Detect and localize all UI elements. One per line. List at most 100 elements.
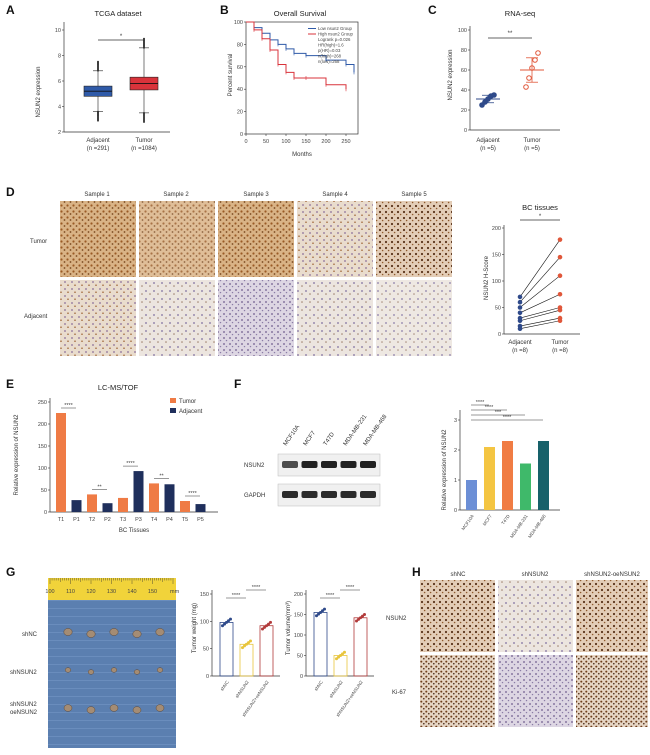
tumor-sample (109, 628, 119, 636)
panel-f-ylabel: Relative expression of NSUN2 (442, 429, 448, 511)
bar-label-t3: T3 (120, 517, 126, 523)
ihc-h-ki67-oe (576, 655, 648, 727)
panel-label-a: A (6, 3, 15, 17)
bar-sig: **** (126, 461, 135, 467)
bar-sig: ** (97, 484, 102, 490)
panel-c-y-tick-label: 40 (461, 88, 467, 94)
bar-point (319, 610, 322, 614)
panel-d-ihc-grid: Sample 1 Sample 2 Sample 3 Sample 4 Samp… (24, 192, 452, 356)
panel-d-plot-title: BC tissues (522, 203, 558, 212)
tumor-sample (132, 630, 142, 638)
dot-point (532, 57, 538, 63)
panel-e-legend-swatch-tumor (170, 398, 176, 403)
panel-g-y-tick-label: 150 (200, 592, 209, 598)
panel-c-n-1: (n =5) (480, 146, 496, 152)
panel-b-y-tick-label: 40 (237, 87, 243, 93)
ihc-image-tumor-1 (60, 201, 136, 277)
paired-point-adjacent (517, 318, 523, 324)
panel-c-y-tick-label: 0 (464, 128, 467, 134)
ihc-image-adjacent-1 (60, 280, 136, 356)
panel-g-row-shnsun2-oe-2: oeNSUN2 (10, 710, 38, 716)
panel-g-y-tick-label: 100 (294, 633, 303, 639)
bar-shnc (313, 612, 328, 677)
panel-c-y-tick-label: 60 (461, 68, 467, 74)
bar-shnc (219, 622, 234, 677)
panel-d-y-tick-label: 100 (492, 279, 501, 285)
km-legend-entry: Logrank p=0.026 (318, 37, 351, 42)
panel-d-plot-n-1: (n =8) (512, 348, 528, 354)
bar-t3 (118, 497, 128, 512)
blot-band-nsun2 (321, 461, 337, 468)
bar-shnsun2+oensun2 (259, 625, 274, 677)
panel-c-y-tick-label: 100 (458, 28, 467, 34)
bar-label-mda-mb-231: MDA-MB-231 (509, 513, 529, 539)
panel-d-row-adjacent: Adjacent (24, 314, 48, 320)
panel-a-title: TCGA dataset (94, 9, 142, 18)
panel-a-y-tick-label: 6 (58, 79, 61, 85)
panel-f-cell-1: MCF10A (283, 424, 301, 447)
bar-p5 (195, 504, 206, 512)
panel-g-y-tick-label: 50 (203, 647, 209, 653)
bar-label-p1: P1 (73, 517, 80, 523)
ihc-image-tumor-2 (139, 201, 215, 277)
ihc-image-adjacent-2 (139, 280, 215, 356)
box-outlier (143, 37, 145, 40)
bar-shnsun2+oensun2 (353, 617, 368, 677)
panel-c-sig: ** (508, 31, 513, 37)
dot-point (491, 92, 497, 98)
bar-sig: **** (252, 585, 261, 591)
paired-point-adjacent (517, 310, 523, 316)
panel-b-title: Overall Survival (274, 9, 327, 18)
panel-h-col-3: shNSUN2-oeNSUN2 (584, 572, 640, 578)
bar-p4 (164, 484, 175, 512)
bar-point (335, 657, 338, 661)
bar-point (323, 607, 326, 611)
panel-a-y-tick-label: 2 (58, 130, 61, 136)
panel-c-dotplot: RNA-seq NSUN2 expression 0 20 40 60 80 100 **… (448, 9, 560, 152)
panel-g-volume-ylabel: Tumor volume(mm³) (286, 601, 292, 655)
blot-band-gapdh (340, 491, 357, 498)
bar-point (357, 617, 360, 621)
km-legend-entry: n(high)=268 (318, 54, 342, 59)
panel-b-y-tick-label: 80 (237, 42, 243, 48)
panel-e-xlabel: BC Tissues (119, 528, 149, 534)
panel-h-col-1: shNC (450, 572, 466, 578)
bar-point (249, 639, 252, 643)
panel-a-sig: * (120, 34, 123, 40)
panel-a-boxplot: TCGA dataset NSUN2 expression 2 4 6 8 10 * A… (36, 9, 170, 152)
paired-line (519, 307, 561, 319)
panel-f-y-tick-label: 3 (454, 418, 457, 424)
bar-point (315, 614, 318, 618)
panel-e-legend-tumor: Tumor (179, 399, 196, 405)
panel-a-y-tick-label: 4 (58, 105, 61, 111)
panel-e-title: LC-MS/TOF (98, 383, 139, 392)
panel-f-cell-2: MCF7 (303, 430, 318, 447)
ihc-image-adjacent-5 (376, 280, 452, 356)
panel-b-x-tick-label: 100 (281, 139, 290, 145)
panel-f-y-tick-label: 0 (454, 508, 457, 514)
bar-sig: **** (232, 593, 241, 599)
paired-point-adjacent (517, 294, 523, 300)
bar-point (267, 622, 270, 626)
panel-label-c: C (428, 3, 437, 17)
panel-g-y-tick-label: 150 (294, 613, 303, 619)
panel-g-row-shnsun2: shNSUN2 (10, 670, 37, 676)
bar-sig: **** (346, 585, 355, 591)
bar-sig: **** (476, 400, 485, 406)
panel-e-y-tick-label: 0 (44, 510, 47, 516)
bar-p1 (71, 500, 82, 512)
panel-h-col-2: shNSUN2 (522, 572, 549, 578)
panel-b-x-tick-label: 0 (244, 139, 247, 145)
bar-sig: *** (495, 410, 502, 416)
panel-b-y-tick-label: 0 (240, 132, 243, 138)
panel-label-h: H (412, 565, 421, 579)
panel-f-barchart: Relative expression of NSUN2 0 1 2 3 MCF10A… (442, 400, 560, 539)
bar-point (341, 652, 344, 656)
panel-f-y-tick-label: 1 (454, 478, 457, 484)
panel-g-ruler (48, 578, 176, 600)
panel-g-row-shnsun2-oe-1: shNSUN2 (10, 702, 37, 708)
panel-e-y-tick-label: 150 (38, 444, 47, 450)
blot-band-gapdh (282, 491, 298, 498)
panel-g-y-tick-label: 200 (294, 592, 303, 598)
km-legend-entry: n(low)=268 (318, 59, 340, 64)
